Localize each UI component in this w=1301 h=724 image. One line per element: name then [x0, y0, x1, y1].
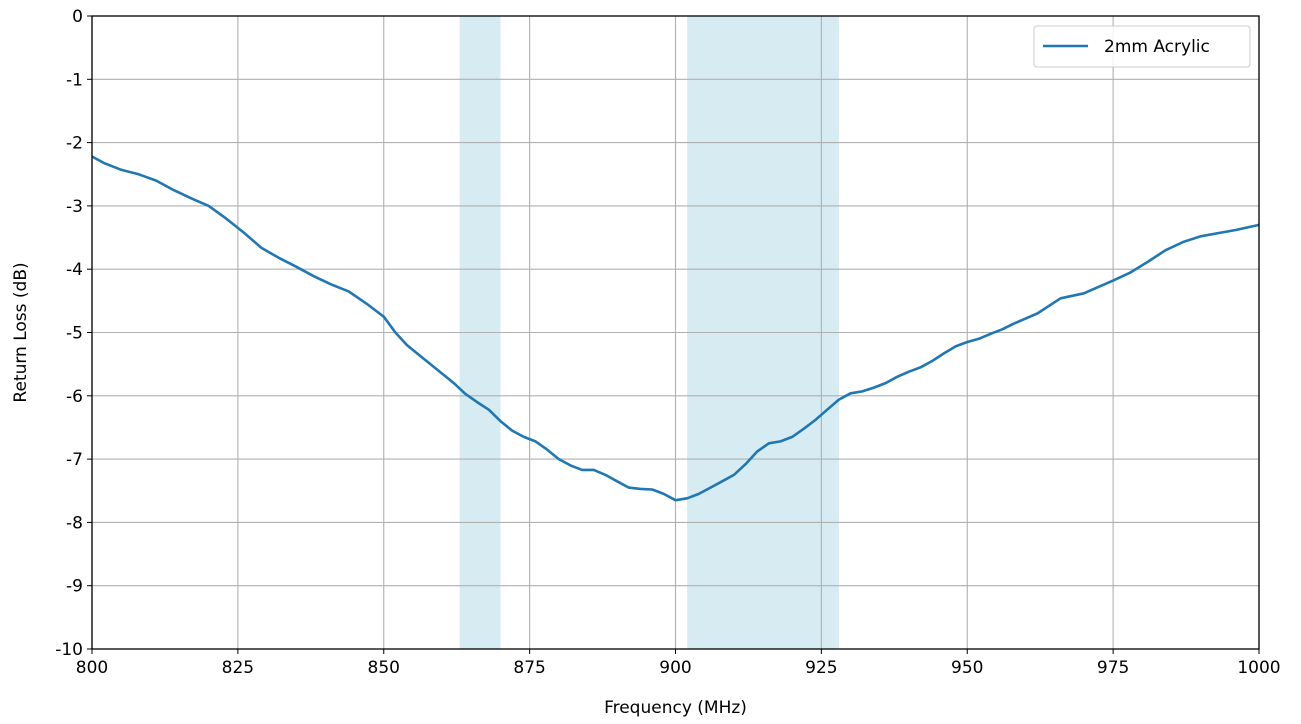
y-tick-label: -10: [55, 640, 83, 660]
x-tick-label: 975: [1097, 658, 1129, 678]
y-tick-label: -3: [66, 197, 83, 217]
y-axis-title: Return Loss (dB): [11, 262, 31, 402]
series-lines: [91, 155, 1260, 502]
x-tick-label: 875: [513, 658, 545, 678]
x-tick-label: 900: [659, 658, 691, 678]
x-tick-label: 950: [951, 658, 983, 678]
legend-box: [1033, 25, 1251, 68]
x-tick-label: 1000: [1237, 658, 1280, 678]
x-tick-label: 825: [222, 658, 254, 678]
y-tick-label: -6: [66, 387, 83, 407]
y-axis-ticks: 0 -1 -2 -3 -4 -5 -6 -7 -8 -9 -10: [55, 7, 92, 660]
y-tick-label: 0: [72, 7, 83, 27]
x-axis-ticks: 800 825 850 875 900 925 950 975 1000: [76, 649, 1281, 678]
x-tick-label: 850: [368, 658, 400, 678]
y-tick-label: -1: [66, 70, 83, 90]
x-axis-title: Frequency (MHz): [604, 698, 747, 718]
legend-label-2mm-acrylic: 2mm Acrylic: [1104, 37, 1210, 57]
y-tick-label: -5: [66, 324, 83, 344]
grid-lines: [91, 15, 1260, 650]
y-tick-label: -2: [66, 134, 83, 154]
y-tick-label: -8: [66, 513, 83, 533]
legend: 2mm Acrylic: [1033, 25, 1251, 68]
x-tick-label: 925: [805, 658, 837, 678]
y-tick-label: -9: [66, 577, 83, 597]
y-tick-label: -4: [66, 260, 83, 280]
series-line-2mm-acrylic: [91, 155, 1260, 502]
y-tick-label: -7: [66, 450, 83, 470]
x-tick-label: 800: [76, 658, 108, 678]
